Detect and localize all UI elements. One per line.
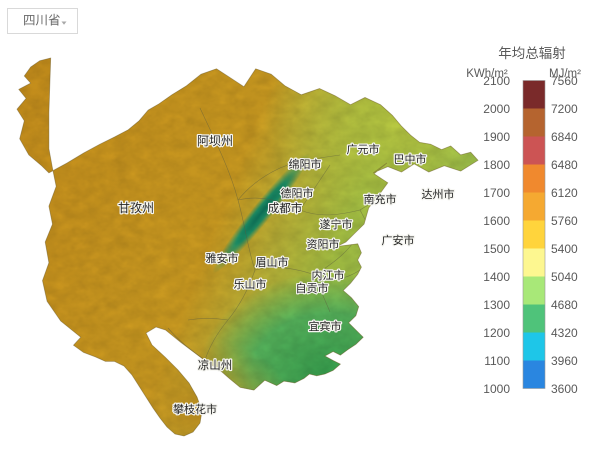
- svg-text:7200: 7200: [551, 102, 578, 116]
- svg-text:广元市: 广元市: [347, 142, 380, 156]
- svg-text:1600: 1600: [483, 214, 510, 228]
- svg-text:雅安市: 雅安市: [206, 251, 239, 265]
- svg-text:3960: 3960: [551, 354, 578, 368]
- svg-text:遂宁市: 遂宁市: [320, 217, 353, 231]
- svg-text:广安市: 广安市: [382, 233, 415, 247]
- svg-text:3600: 3600: [551, 382, 578, 396]
- svg-text:自贡市: 自贡市: [296, 281, 329, 295]
- svg-text:5400: 5400: [551, 242, 578, 256]
- svg-text:阿坝州: 阿坝州: [197, 134, 233, 148]
- svg-text:年均总辐射: 年均总辐射: [498, 46, 566, 61]
- svg-text:1000: 1000: [483, 382, 510, 396]
- svg-text:德阳市: 德阳市: [281, 186, 314, 200]
- svg-text:6120: 6120: [551, 186, 578, 200]
- svg-text:5760: 5760: [551, 214, 578, 228]
- svg-text:4320: 4320: [551, 326, 578, 340]
- svg-text:1300: 1300: [483, 298, 510, 312]
- svg-text:眉山市: 眉山市: [256, 255, 289, 269]
- svg-text:7560: 7560: [551, 74, 578, 88]
- svg-text:绵阳市: 绵阳市: [289, 157, 322, 171]
- svg-text:凉山州: 凉山州: [198, 358, 233, 372]
- svg-text:乐山市: 乐山市: [234, 277, 267, 291]
- svg-text:南充市: 南充市: [364, 192, 397, 206]
- svg-text:四川省: 四川省: [23, 14, 61, 28]
- svg-text:内江市: 内江市: [312, 268, 345, 282]
- svg-text:1700: 1700: [483, 186, 510, 200]
- svg-text:资阳市: 资阳市: [307, 237, 340, 251]
- svg-text:1400: 1400: [483, 270, 510, 284]
- svg-text:5040: 5040: [551, 270, 578, 284]
- svg-text:1900: 1900: [483, 130, 510, 144]
- svg-text:1200: 1200: [483, 326, 510, 340]
- svg-text:1500: 1500: [483, 242, 510, 256]
- svg-text:巴中市: 巴中市: [394, 152, 427, 166]
- svg-text:攀枝花市: 攀枝花市: [173, 402, 217, 416]
- svg-text:达州市: 达州市: [422, 187, 455, 201]
- svg-text:甘孜州: 甘孜州: [118, 201, 154, 215]
- svg-text:宜宾市: 宜宾市: [309, 319, 342, 333]
- svg-text:成都市: 成都市: [268, 201, 303, 215]
- svg-text:4680: 4680: [551, 298, 578, 312]
- svg-text:2100: 2100: [483, 74, 510, 88]
- svg-text:2000: 2000: [483, 102, 510, 116]
- svg-text:6480: 6480: [551, 158, 578, 172]
- svg-text:6840: 6840: [551, 130, 578, 144]
- svg-text:1100: 1100: [484, 354, 510, 368]
- svg-text:1800: 1800: [483, 158, 510, 172]
